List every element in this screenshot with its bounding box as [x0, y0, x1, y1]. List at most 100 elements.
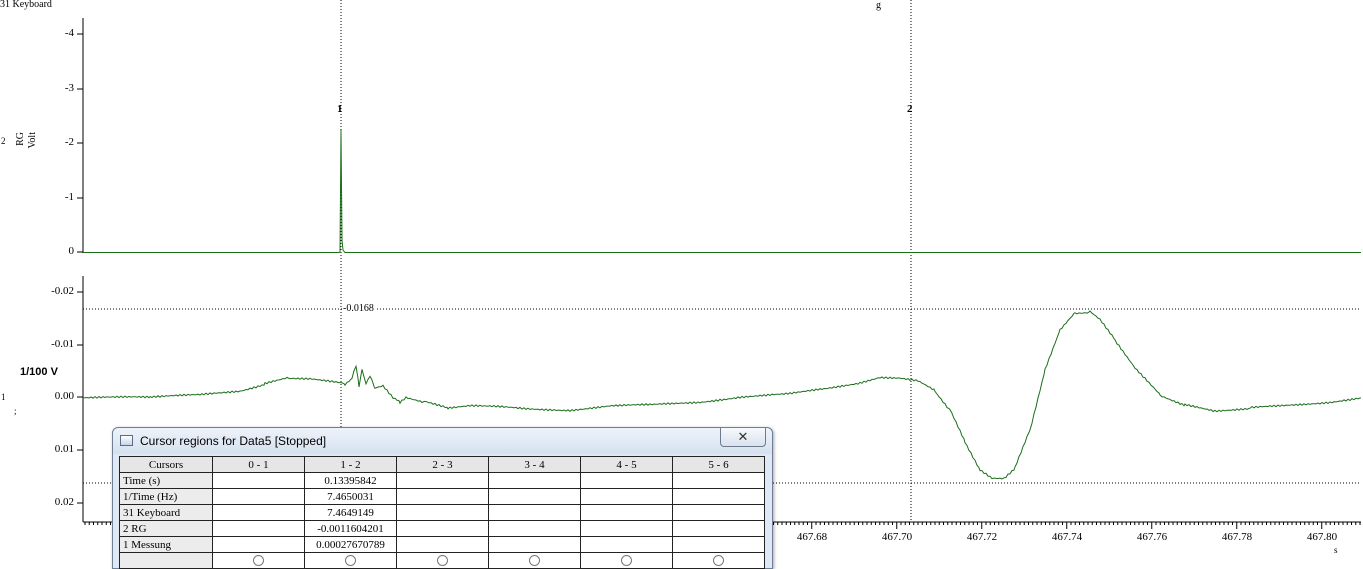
- channel-label: 31 Keyboard: [0, 0, 52, 10]
- top-y-tick: -2: [64, 136, 74, 148]
- table-cell: [580, 520, 673, 537]
- bottom-channel-number: 1: [1, 392, 6, 402]
- radio-cell[interactable]: [488, 552, 581, 569]
- y-tick-marks: [77, 33, 83, 504]
- radio-cell[interactable]: [396, 552, 489, 569]
- g-mark: g: [876, 0, 881, 11]
- radio-button[interactable]: [621, 555, 632, 567]
- table-cell: [672, 520, 765, 537]
- table-cell: 7.4649149: [304, 504, 397, 521]
- table-header-row: Cursors 0 - 1 1 - 2 2 - 3 3 - 4 4 - 5 5 …: [119, 456, 765, 473]
- x-tick: 467.74: [1051, 531, 1083, 543]
- radio-button[interactable]: [713, 555, 724, 567]
- column-header: Cursors: [119, 456, 213, 473]
- row-label: 2 RG: [119, 520, 213, 537]
- bottom-y-tick: 0.01: [54, 443, 74, 455]
- table-cell: [488, 536, 581, 553]
- x-tick: 467.76: [1136, 531, 1168, 543]
- top-y-tick: 0: [68, 245, 75, 257]
- x-tick: 467.78: [1221, 531, 1253, 543]
- table-cell: [212, 472, 305, 489]
- bottom-y-tick: 0.00: [54, 390, 74, 402]
- table-row: Time (s) 0.13395842: [119, 472, 765, 489]
- table-cell: [212, 488, 305, 505]
- radio-button[interactable]: [345, 555, 356, 567]
- radio-button[interactable]: [253, 555, 264, 567]
- table-cell: [488, 520, 581, 537]
- table-cell: 0.13395842: [304, 472, 397, 489]
- rg-trace: [83, 129, 1361, 253]
- row-label: 31 Keyboard: [119, 504, 213, 521]
- table-cell: [672, 536, 765, 553]
- table-cell: [396, 520, 489, 537]
- bottom-channel-sub: ;: [14, 406, 17, 416]
- table-cell: [396, 472, 489, 489]
- table-cell: [212, 536, 305, 553]
- x-tick: 467.72: [966, 531, 998, 543]
- radio-button[interactable]: [529, 555, 540, 567]
- close-icon: ✕: [737, 429, 749, 444]
- cursor-1-label[interactable]: 1: [337, 103, 343, 115]
- x-tick: 467.70: [881, 531, 913, 543]
- table-cell: [488, 472, 581, 489]
- table-cell: [396, 504, 489, 521]
- column-header[interactable]: 2 - 3: [396, 456, 489, 473]
- table-cell: [672, 472, 765, 489]
- table-cell: [580, 488, 673, 505]
- x-axis-unit: s: [1334, 545, 1338, 555]
- table-cell: [212, 520, 305, 537]
- table-cell: 0.00027670789: [304, 536, 397, 553]
- row-checkbox-cell[interactable]: [119, 552, 213, 569]
- radio-button[interactable]: [437, 555, 448, 567]
- top-y-tick: -3: [64, 82, 74, 94]
- close-button[interactable]: ✕: [720, 428, 766, 447]
- table-row: 2 RG -0.0011604201: [119, 520, 765, 537]
- radio-cell[interactable]: [304, 552, 397, 569]
- table-cell: [672, 488, 765, 505]
- table-cell: [580, 472, 673, 489]
- table-cell: [488, 504, 581, 521]
- window-icon: [120, 435, 133, 446]
- table-row: 31 Keyboard 7.4649149: [119, 504, 765, 521]
- table-cell: [488, 488, 581, 505]
- row-label: Time (s): [119, 472, 213, 489]
- table-cell: [580, 504, 673, 521]
- row-label: 1/Time (Hz): [119, 488, 213, 505]
- column-header[interactable]: 4 - 5: [580, 456, 673, 473]
- top-y-tick: -1: [64, 191, 74, 203]
- table-cell: [396, 536, 489, 553]
- bottom-y-tick: -0.01: [51, 338, 74, 350]
- table-row: 1 Messung 0.00027670789: [119, 536, 765, 553]
- x-tick: 467.80: [1306, 531, 1338, 543]
- table-cell: [212, 504, 305, 521]
- row-label: 1 Messung: [119, 536, 213, 553]
- table-cell: [672, 504, 765, 521]
- level-cursor-value: -0.0168: [342, 303, 375, 314]
- bottom-axis-unit: 1/100 V: [20, 366, 58, 378]
- top-axis-name: RG: [15, 132, 26, 146]
- table-cell: [580, 536, 673, 553]
- cursor-regions-table: Cursors 0 - 1 1 - 2 2 - 3 3 - 4 4 - 5 5 …: [119, 456, 765, 569]
- column-header[interactable]: 3 - 4: [488, 456, 581, 473]
- column-header[interactable]: 0 - 1: [212, 456, 305, 473]
- cursor-2-label[interactable]: 2: [907, 103, 913, 115]
- table-row: 1/Time (Hz) 7.4650031: [119, 488, 765, 505]
- top-channel-number: 2: [1, 136, 6, 146]
- table-row-partial: [119, 552, 765, 569]
- radio-cell[interactable]: [672, 552, 765, 569]
- column-header[interactable]: 1 - 2: [304, 456, 397, 473]
- bottom-y-tick: -0.02: [51, 285, 74, 297]
- x-tick: 467.68: [796, 531, 828, 543]
- bottom-y-tick: 0.02: [54, 496, 74, 508]
- table-cell: 7.4650031: [304, 488, 397, 505]
- table-cell: -0.0011604201: [304, 520, 397, 537]
- dialog-titlebar[interactable]: Cursor regions for Data5 [Stopped] ✕: [113, 428, 772, 454]
- radio-cell[interactable]: [580, 552, 673, 569]
- cursor-regions-dialog[interactable]: Cursor regions for Data5 [Stopped] ✕ Cur…: [112, 427, 773, 569]
- column-header[interactable]: 5 - 6: [672, 456, 765, 473]
- dialog-title: Cursor regions for Data5 [Stopped]: [140, 434, 327, 448]
- radio-cell[interactable]: [212, 552, 305, 569]
- table-cell: [396, 488, 489, 505]
- top-y-tick: -4: [64, 27, 74, 39]
- messung-trace: [82, 310, 1361, 480]
